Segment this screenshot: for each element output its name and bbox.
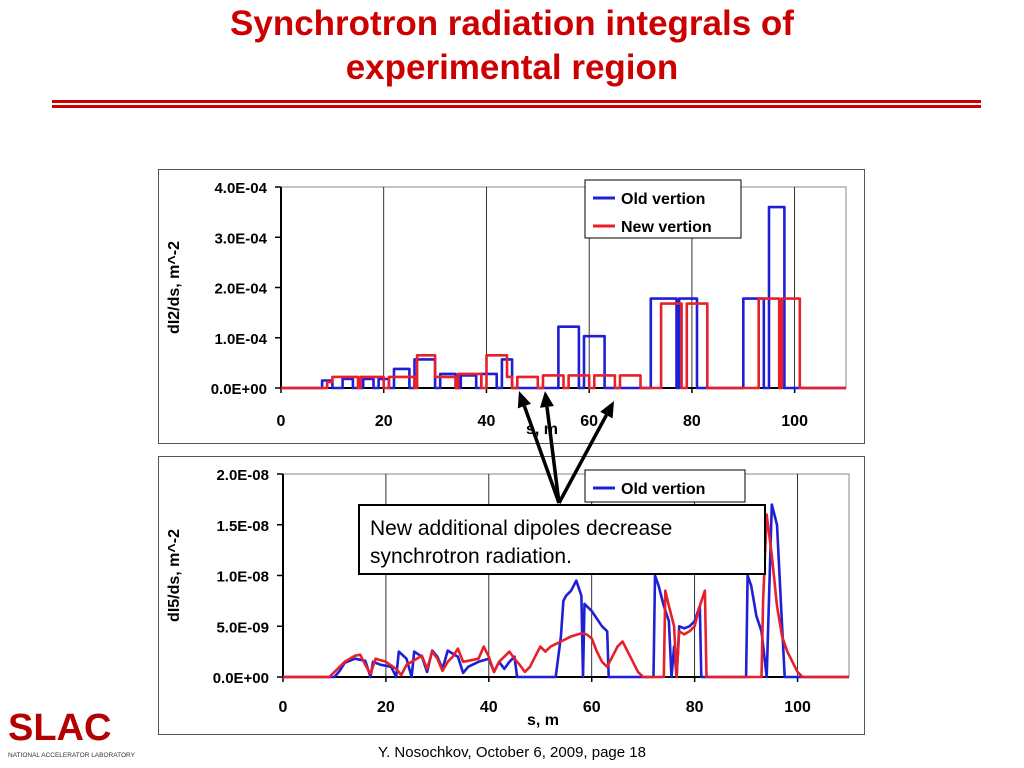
y-tick-label: 1.5E-08	[216, 518, 269, 535]
slide-title-line2: experimental region	[345, 48, 679, 87]
x-tick-label: 40	[480, 699, 498, 716]
x-tick-label: 0	[277, 413, 286, 430]
legend: Old vertion New vertion	[584, 179, 742, 239]
chart-di5: 0.0E+00 5.0E-09 1.0E-08 1.5E-08 2.0E-08 0 20 40…	[158, 456, 865, 735]
title-rule-top	[52, 100, 981, 103]
y-tick-label: 4.0E-04	[214, 180, 267, 197]
x-tick-label: 60	[583, 699, 601, 716]
x-tick-label: 20	[375, 413, 393, 430]
y-tick-label: 2.0E-08	[216, 467, 269, 484]
y-tick-label: 0.0E+00	[211, 381, 267, 398]
chart-di2: 0.0E+00 1.0E-04 2.0E-04 3.0E-04 4.0E-04 0 20 40…	[158, 169, 865, 444]
legend-label: New vertion	[621, 219, 712, 236]
chart-di5-svg: 0.0E+00 5.0E-09 1.0E-08 1.5E-08 2.0E-08 0 20 40…	[166, 467, 850, 729]
y-axis-label: dI5/ds, m^-2	[166, 529, 183, 622]
series-line-new	[281, 297, 846, 390]
x-tick-label: 100	[781, 413, 808, 430]
y-tick-label: 1.0E-04	[214, 331, 267, 348]
legend-box	[584, 469, 746, 503]
legend-label: Old vertion	[621, 481, 705, 498]
logo-wordmark: SLAC	[8, 707, 111, 749]
title-rule-bottom	[52, 105, 981, 108]
y-tick-label: 3.0E-04	[214, 230, 267, 247]
x-tick-label: 0	[279, 699, 288, 716]
slac-logo: SLAC NATIONAL ACCELERATOR LABORATORY	[8, 707, 136, 759]
callout-box: New additional dipoles decrease synchrot…	[358, 504, 766, 575]
plot-area	[280, 186, 847, 389]
x-tick-label: 100	[784, 699, 811, 716]
x-tick-label: 80	[686, 699, 704, 716]
slide-title-line1: Synchrotron radiation integrals of	[230, 4, 794, 43]
legend-box	[584, 179, 742, 239]
y-tick-label: 0.0E+00	[213, 670, 269, 687]
slide-title: Synchrotron radiation integrals of exper…	[0, 2, 1024, 90]
x-axis-label: s, m	[527, 712, 559, 729]
x-tick-label: 20	[377, 699, 395, 716]
x-tick-label: 80	[683, 413, 701, 430]
legend-label: Old vertion	[621, 191, 705, 208]
x-tick-label: 60	[580, 413, 598, 430]
chart-di2-svg: 0.0E+00 1.0E-04 2.0E-04 3.0E-04 4.0E-04 0 20 40…	[166, 179, 847, 438]
x-axis-label: s, m	[526, 421, 558, 438]
y-tick-label: 2.0E-04	[214, 281, 267, 298]
x-tick-label: 40	[478, 413, 496, 430]
series-line-old	[283, 503, 849, 679]
logo-subtitle: NATIONAL ACCELERATOR LABORATORY	[8, 752, 136, 759]
y-tick-label: 1.0E-08	[216, 569, 269, 586]
y-tick-label: 5.0E-09	[216, 619, 269, 636]
y-axis-label: dI2/ds, m^-2	[166, 241, 183, 334]
slide-footer: Y. Nosochkov, October 6, 2009, page 18	[378, 744, 646, 761]
series-line-old	[281, 205, 846, 390]
series-line-new	[283, 513, 849, 679]
